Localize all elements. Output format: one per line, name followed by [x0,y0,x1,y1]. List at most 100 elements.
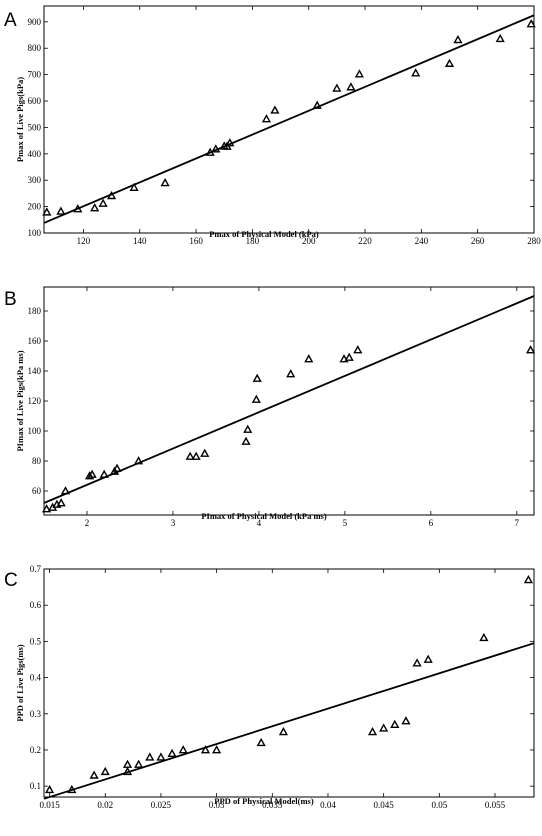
panel-label: A [4,10,17,31]
regression-line [43,642,535,800]
data-point [122,766,133,776]
data-point [160,178,170,187]
panel-label: B [4,289,17,310]
data-point [453,34,463,44]
data-point [379,723,389,732]
y-tick-label: 140 [28,366,42,376]
x-tick-label: 3 [171,518,176,528]
data-point [353,345,363,354]
regression-line [43,295,535,504]
data-point [256,737,266,747]
data-point [411,68,421,77]
data-point [56,498,66,507]
data-point [56,206,66,215]
x-axis-label: Pmax of Physical Model (kPa) [209,229,319,239]
data-point [156,752,166,761]
data-point [134,759,144,768]
x-tick-label: 140 [133,236,147,246]
y-tick-label: 800 [28,43,42,53]
data-point [401,716,411,725]
y-tick-label: 200 [28,202,42,212]
x-tick-label: 120 [77,236,91,246]
chart-panel-a: A 120 140 160 180 200 220 240 260 280 100 200 300 400… [4,5,541,246]
x-tick-label: 160 [189,236,203,246]
data-point [423,654,433,663]
data-point [100,766,110,776]
y-tick-label: 60 [32,486,42,496]
data-point [304,354,314,363]
data-point [243,424,253,433]
data-point [178,745,188,754]
data-point [412,658,422,667]
x-tick-label: 240 [415,236,429,246]
data-point [346,82,356,91]
data-point [106,190,117,200]
x-tick-label: 260 [471,236,485,246]
data-point [84,471,95,480]
data-point [212,745,222,754]
data-point [200,745,211,754]
plot-frame [43,568,535,798]
y-tick-label: 0.1 [30,781,41,791]
x-tick-label: 2 [85,518,90,528]
data-point [526,19,536,28]
data-point [122,759,133,768]
x-axis-label: PPD of Physical Model(ms) [214,796,314,806]
x-tick-label: 0.025 [151,800,172,810]
chart-panel-b: B 2 3 4 5 6 7 60 80 100 120 140 160 180 PImax of Physi… [4,286,536,528]
data-point [339,354,349,363]
x-tick-label: 0.05 [431,800,447,810]
data-point [332,83,342,92]
x-tick-label: 0.045 [374,800,395,810]
plot-frame [43,286,535,516]
data-point [90,203,100,212]
data-point [278,727,289,736]
data-point [87,469,97,478]
data-point [261,114,272,123]
data-point [112,463,122,472]
data-point [133,456,144,465]
x-tick-label: 4 [257,518,262,528]
x-tick-label: 280 [527,236,541,246]
data-point [251,394,261,403]
data-point [44,784,55,794]
y-tick-label: 0.5 [30,636,42,646]
y-tick-label: 0.6 [30,600,42,610]
data-point [479,632,489,642]
y-tick-label: 900 [28,17,42,27]
data-point [167,748,177,757]
y-tick-label: 400 [28,149,42,159]
x-tick-label: 180 [246,236,260,246]
y-tick-label: 300 [28,175,42,185]
x-tick-label: 220 [358,236,372,246]
panel-label: C [4,570,18,591]
data-point [129,182,139,192]
data-point [390,719,400,729]
chart-panel-c: C 0.015 0.02 0.025 0.03 0.035 0.04 0.045 0.05 0.0… [4,564,535,810]
data-point [73,204,83,213]
data-point [99,469,109,478]
y-tick-label: 500 [28,122,42,132]
data-point [89,770,99,779]
y-tick-label: 100 [28,426,42,436]
x-tick-label: 0.035 [262,800,283,810]
data-point [270,105,280,114]
data-point [444,58,455,67]
data-point [42,207,52,216]
data-point [200,448,210,457]
y-axis-label: PImax of Live Pigs(kPa ms) [15,350,25,451]
data-point [312,100,322,109]
x-tick-label: 0.02 [97,800,113,810]
y-tick-label: 0.4 [30,673,42,683]
data-point [354,69,364,78]
y-tick-label: 180 [28,306,42,316]
data-point [145,752,155,761]
data-point [367,727,378,736]
x-tick-label: 0.055 [485,800,506,810]
data-point [60,486,71,495]
data-point [225,138,235,147]
data-point [286,369,296,378]
y-tick-label: 600 [28,96,42,106]
x-tick-label: 5 [343,518,348,528]
data-point [67,784,77,794]
